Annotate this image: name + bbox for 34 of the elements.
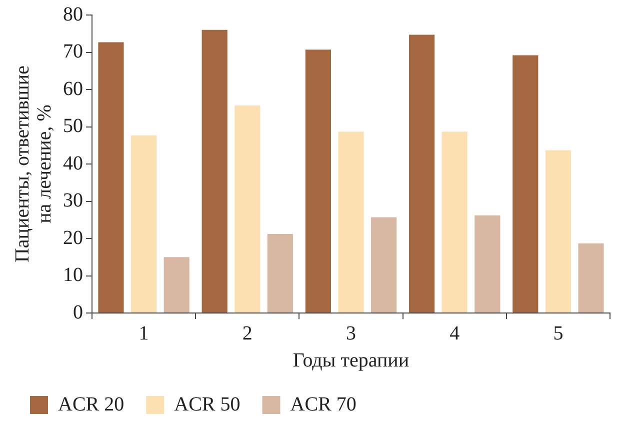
bar xyxy=(131,135,157,312)
bar xyxy=(371,217,397,312)
bar xyxy=(442,132,468,312)
y-tick-label: 10 xyxy=(63,264,83,286)
bar xyxy=(305,50,331,312)
bar xyxy=(512,55,538,312)
x-tick-label: 5 xyxy=(553,322,564,344)
bar xyxy=(409,34,435,312)
y-tick-label: 0 xyxy=(73,301,83,324)
bar xyxy=(474,215,500,312)
y-tick-label: 70 xyxy=(63,40,83,62)
x-tick-label: 2 xyxy=(242,322,252,344)
x-tick-label: 3 xyxy=(346,322,356,344)
y-tick-label: 40 xyxy=(63,152,83,174)
bar xyxy=(164,257,190,312)
y-axis-title: Пациенты, ответившие на лечение, % xyxy=(11,65,56,263)
bar xyxy=(338,132,364,312)
x-tick-label: 1 xyxy=(138,322,149,344)
bar xyxy=(202,30,228,312)
x-axis-title: Годы терапии xyxy=(292,349,410,372)
bar xyxy=(98,42,124,312)
legend-label: ACR 50 xyxy=(174,393,240,416)
x-tick-label: 4 xyxy=(450,322,460,344)
legend-label: ACR 20 xyxy=(58,393,124,416)
y-tick-label: 80 xyxy=(63,3,83,26)
y-tick-label: 20 xyxy=(63,226,83,249)
y-tick-label: 60 xyxy=(63,78,83,100)
bar xyxy=(578,243,604,312)
bar xyxy=(267,234,293,312)
legend-label: ACR 70 xyxy=(290,393,356,416)
bar xyxy=(234,106,260,312)
y-tick-label: 30 xyxy=(63,190,83,212)
bar xyxy=(545,150,571,312)
y-tick-label: 50 xyxy=(63,115,83,137)
